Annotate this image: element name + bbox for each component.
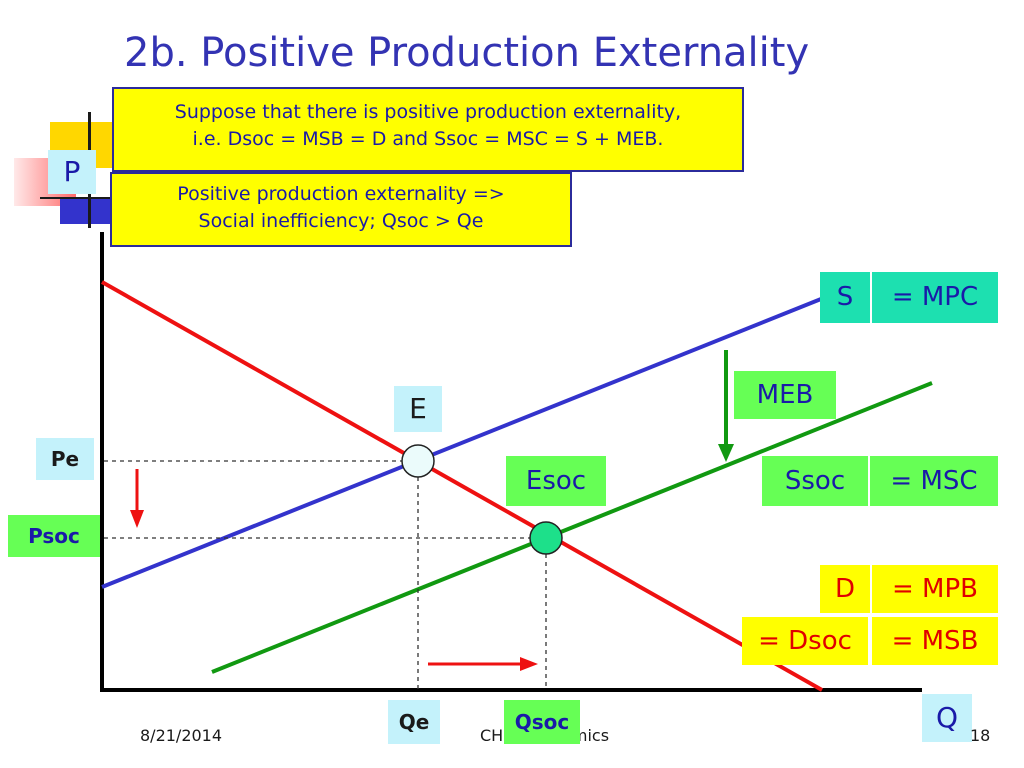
decor-blue-block [60, 198, 112, 224]
dsoc-label: = Dsoc [742, 617, 868, 665]
mpc-label: = MPC [872, 272, 998, 323]
y-axis-label: P [48, 150, 96, 194]
note-line-2: i.e. Dsoc = MSB = D and Ssoc = MSC = S +… [192, 128, 664, 150]
ssoc-label: Ssoc [762, 456, 868, 506]
footer-page-number: 18 [970, 726, 991, 745]
ssoc-curve [211, 381, 933, 674]
price-psoc-label: Psoc [8, 515, 100, 557]
point-esoc-label: Esoc [506, 456, 606, 506]
quantity-qe-label: Qe [388, 700, 440, 744]
equilibrium-point-e [401, 444, 435, 478]
msc-label: = MSC [870, 456, 998, 506]
price-down-arrowhead [130, 510, 144, 528]
demand-curve [101, 280, 823, 692]
supply-label: S [820, 272, 870, 323]
price-pe-label: Pe [36, 438, 94, 480]
note-line-1: Positive production externality => [177, 183, 505, 205]
note-line-2: Social inefficiency; Qsoc > Qe [198, 210, 484, 232]
footer-date: 8/21/2014 [140, 726, 223, 745]
note-inefficiency: Positive production externality => Socia… [110, 172, 572, 247]
equilibrium-point-esoc [529, 521, 563, 555]
note-line-1: Suppose that there is positive productio… [174, 101, 682, 123]
meb-label: MEB [734, 371, 836, 419]
supply-curve [101, 295, 827, 589]
msb-label: = MSB [872, 617, 998, 665]
point-e-label: E [394, 386, 442, 432]
meb-arrowhead [718, 444, 734, 462]
x-axis-label: Q [922, 694, 972, 742]
quantity-right-arrowhead [520, 657, 538, 671]
note-externality-definition: Suppose that there is positive productio… [112, 87, 744, 172]
demand-label: D [820, 565, 870, 613]
decor-horizontal-line [40, 197, 110, 199]
quantity-qsoc-label: Qsoc [504, 700, 580, 744]
slide-title: 2b. Positive Production Externality [124, 30, 810, 76]
mpb-label: = MPB [872, 565, 998, 613]
